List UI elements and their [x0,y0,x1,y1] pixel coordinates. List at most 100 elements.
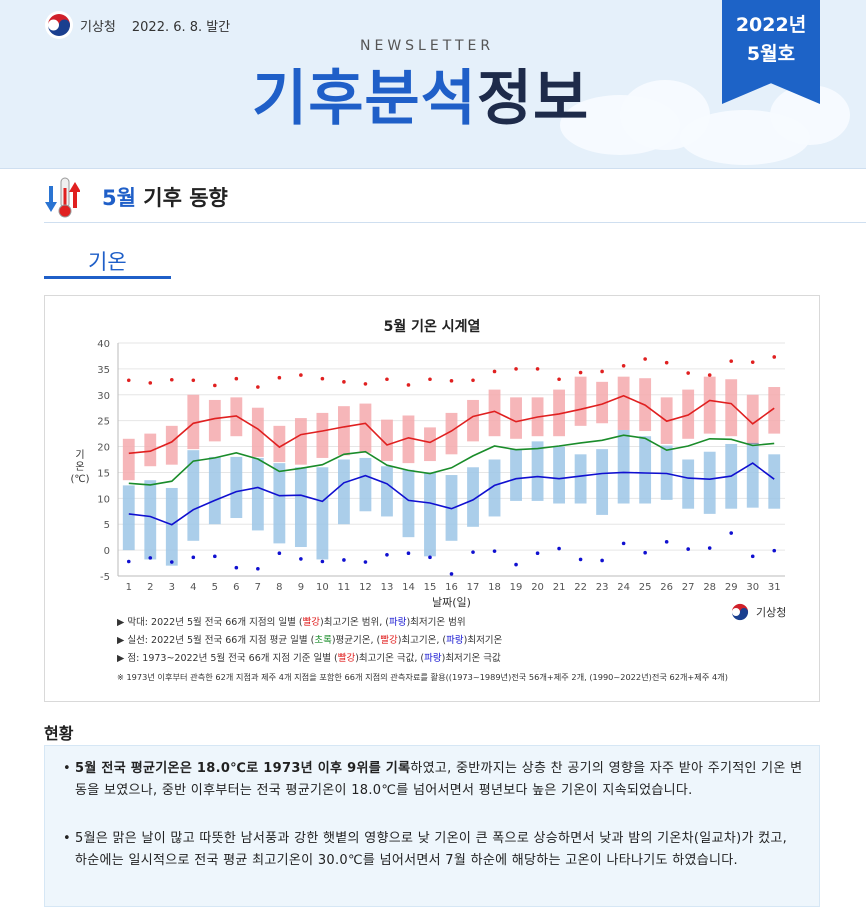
y-tick-label: 30 [97,391,110,402]
tmin-range-bar [381,466,393,517]
record-low-dot [126,559,131,564]
record-high-dot [191,378,196,383]
record-low-dot [621,541,626,546]
record-low-dot [169,560,174,564]
status-title: 현황 [44,724,74,743]
x-tick-label: 31 [768,582,781,593]
y-tick-label: 20 [97,443,110,454]
x-tick-label: 20 [531,582,544,593]
status-paragraph-2: • 5월은 맑은 날이 많고 따뜻한 남서풍과 강한 햇볕의 영향으로 낮 기온… [63,828,803,872]
chart-logo-text: 기상청 [756,606,787,619]
x-tick-label: 2 [147,582,153,593]
tmin-range-bar [316,467,329,560]
tmin-range-bar [402,469,415,538]
tmin-range-bar [273,463,286,544]
record-high-dot [342,380,346,384]
tmax-range-bar [294,418,307,465]
legend-text: )최저기온 극값 [441,653,501,664]
section-title-month: 5월 [102,186,136,210]
tmax-range-bar [144,433,157,467]
x-tick-label: 22 [574,582,587,593]
x-tick-label: 19 [510,582,523,593]
y-axis-label: 온 [75,461,84,473]
tmin-range-bar [359,457,372,512]
tmin-range-bar [553,446,565,504]
record-high-dot [664,360,669,365]
record-high-dot [492,369,497,374]
record-low-dot [148,556,153,560]
record-low-dot [750,554,755,559]
tmax-range-bar [381,419,393,462]
record-high-dot [148,381,153,385]
record-low-dot [406,551,411,556]
record-high-dot [643,357,647,361]
record-high-dot [299,373,303,377]
status-text: 5월은 맑은 날이 많고 따뜻한 남서풍과 강한 햇볕의 영향으로 낮 기온이 … [75,831,788,868]
x-tick-label: 27 [682,582,695,593]
tmax-range-bar [768,387,781,434]
subsection-underline [44,276,171,279]
series-line [128,462,775,526]
legend-text: ▶ 점: 1973~2022년 5월 전국 66개 지점 기준 일별 ( [117,653,338,664]
tmax-range-bar [251,407,264,457]
record-low-dot [191,555,196,560]
record-high-dot [428,377,432,382]
tmax-range-bar [553,389,565,437]
y-tick-label: 25 [97,417,110,428]
y-axis-label: 기 [75,449,84,461]
record-low-dot [449,572,454,576]
subsection-title: 기온 [88,250,127,274]
tmax-range-bar [165,425,178,465]
x-tick-label: 15 [424,582,437,593]
x-tick-label: 30 [746,582,759,593]
legend-red: 빨강 [302,617,321,628]
tmin-range-bar [639,436,652,504]
newsletter-header: 기상청 2022. 6. 8. 발간 NEWSLETTER 기후분석정보 202… [0,0,866,169]
record-low-dot [729,531,734,535]
x-tick-label: 8 [276,582,282,593]
record-high-dot [126,378,131,383]
record-high-dot [514,367,518,371]
x-tick-label: 17 [467,582,480,593]
tmax-range-bar [617,376,630,430]
record-high-dot [750,360,755,364]
legend-blue: 파랑 [388,617,407,628]
agency-block: 기상청 2022. 6. 8. 발간 [44,10,230,40]
tmax-range-bar [445,412,458,455]
y-tick-label: 15 [97,468,110,479]
bullet: • [63,831,71,846]
chart-logo: 기상청 [729,601,786,623]
section-title: 5월 기후 동향 [102,182,228,212]
x-tick-label: 26 [660,582,673,593]
x-tick-label: 28 [703,582,716,593]
tmin-range-bar [596,449,609,515]
record-high-dot [213,383,217,388]
status-paragraph-1: • 5월 전국 평균기온은 18.0℃로 1973년 이후 9위를 기록하였고,… [63,758,803,802]
record-high-dot [535,367,540,371]
record-low-dot [686,547,690,551]
record-high-dot [621,363,626,368]
tmax-range-bar [424,427,436,462]
x-tick-label: 16 [445,582,458,593]
x-tick-label: 24 [617,582,630,593]
chart-panel: 5월 기온 시계열 -5 0 5 10 15 20 25 30 35 40 기 온 (℃) 1 2 3 4 5 6 7… [44,295,820,702]
tmin-range-bar [467,467,479,527]
record-high-dot [578,370,583,375]
tmin-range-bar [531,441,544,501]
record-high-dot [729,359,734,363]
tmin-range-bar [187,450,200,541]
tmin-range-bar [617,429,630,504]
series-line [128,434,775,486]
legend-red: 빨강 [380,635,398,646]
x-tick-label: 6 [233,582,239,593]
tmax-range-bar [316,412,329,458]
newsletter-label: NEWSLETTER [360,38,495,54]
tmax-range-bar [187,394,200,450]
record-high-dot [406,383,411,387]
tmax-range-bar [359,403,372,453]
legend-text: ▶ 막대: 2022년 5월 전국 66개 지점의 일별 ( [117,617,303,628]
legend-dot-line: ▶ 점: 1973~2022년 5월 전국 66개 지점 기준 일별 (빨강)최… [117,650,728,668]
legend-text: )최고기온 극값, ( [355,653,425,664]
series-line [128,394,775,455]
